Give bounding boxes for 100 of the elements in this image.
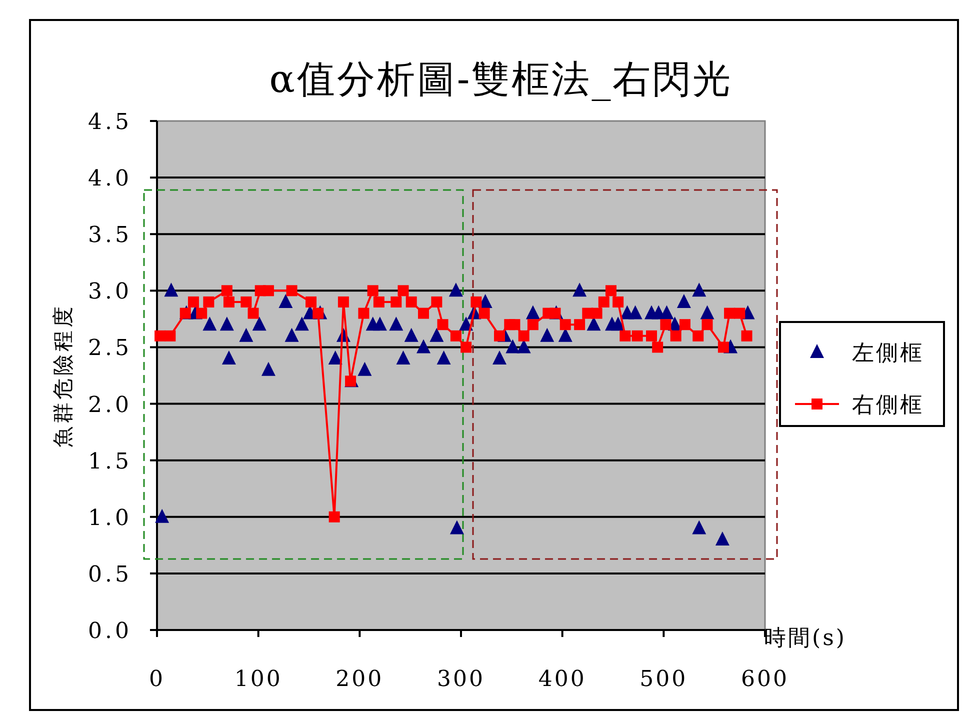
point — [652, 342, 664, 353]
point — [221, 285, 232, 296]
point — [286, 285, 298, 296]
x-tick-label: 200 — [336, 667, 384, 692]
point — [459, 316, 474, 331]
point — [516, 339, 531, 354]
point — [478, 294, 492, 308]
point — [372, 316, 387, 331]
y-tick-label: 2.5 — [88, 336, 132, 362]
point — [598, 296, 610, 308]
point — [389, 316, 404, 331]
point — [164, 282, 178, 297]
point — [450, 520, 464, 534]
point — [196, 308, 208, 319]
point — [284, 328, 299, 342]
point — [560, 319, 571, 330]
x-tick-label: 600 — [741, 667, 789, 692]
point — [660, 319, 672, 330]
point — [509, 319, 520, 330]
point — [222, 350, 236, 365]
point — [646, 330, 658, 342]
chart-title: α值分析圖-雙框法_右閃光 — [269, 57, 733, 101]
x-tick-label: 0 — [149, 667, 165, 692]
point — [620, 330, 631, 342]
point — [734, 308, 746, 319]
point — [278, 294, 293, 308]
point — [632, 330, 643, 342]
point — [430, 328, 444, 342]
point — [345, 376, 356, 387]
point — [591, 308, 602, 319]
point — [526, 305, 540, 320]
point — [450, 330, 462, 342]
point — [586, 316, 601, 331]
point — [437, 319, 448, 330]
legend-label: 右側框 — [852, 393, 924, 418]
point — [715, 532, 730, 546]
point — [478, 308, 490, 319]
point — [203, 296, 214, 308]
point — [261, 362, 276, 376]
point — [373, 296, 384, 308]
y-tick-label: 1.0 — [88, 506, 132, 531]
point — [494, 330, 506, 342]
point — [306, 296, 317, 308]
point — [220, 316, 234, 331]
point — [700, 305, 714, 320]
y-tick-label: 2.0 — [88, 392, 132, 418]
point — [262, 285, 274, 296]
y-tick-label: 3.5 — [88, 223, 132, 248]
y-tick-label: 0.5 — [88, 562, 132, 588]
point — [328, 350, 342, 365]
point — [660, 305, 674, 320]
point — [406, 296, 417, 308]
point — [252, 316, 266, 331]
point — [418, 308, 430, 319]
point — [692, 330, 704, 342]
point — [670, 330, 682, 342]
point — [398, 285, 409, 296]
point — [540, 328, 554, 342]
point — [724, 308, 736, 319]
point — [416, 339, 431, 354]
point — [612, 296, 624, 308]
point — [518, 330, 530, 342]
x-tick-label: 500 — [640, 667, 688, 692]
legend-label: 左側框 — [852, 341, 924, 366]
point — [312, 308, 324, 319]
y-tick-label: 0.0 — [88, 619, 132, 644]
x-axis-title: 時間(s) — [764, 626, 846, 651]
point — [676, 294, 691, 308]
point — [605, 285, 616, 296]
point — [718, 342, 729, 353]
point — [155, 508, 170, 523]
x-tick-label: 300 — [437, 667, 485, 692]
point — [628, 305, 642, 320]
point — [506, 339, 520, 354]
point — [154, 330, 166, 342]
y-tick-label: 4.5 — [88, 110, 132, 135]
point — [550, 308, 561, 319]
x-tick-label: 400 — [538, 667, 586, 692]
point — [390, 296, 402, 308]
point — [574, 319, 586, 330]
point — [180, 308, 191, 319]
point — [702, 319, 713, 330]
point — [492, 350, 507, 365]
point — [436, 350, 451, 365]
point — [572, 282, 587, 297]
point — [470, 296, 482, 308]
point — [328, 511, 340, 522]
point — [239, 328, 254, 342]
point — [692, 520, 706, 534]
y-tick-label: 4.0 — [88, 166, 132, 192]
point — [240, 296, 252, 308]
point — [431, 296, 442, 308]
point — [164, 330, 176, 342]
point — [358, 308, 370, 319]
point — [358, 362, 372, 376]
point — [294, 316, 309, 331]
point — [223, 296, 234, 308]
point — [396, 350, 410, 365]
y-axis-title: 魚群危險程度 — [51, 304, 75, 448]
y-tick-label: 3.0 — [88, 280, 132, 305]
